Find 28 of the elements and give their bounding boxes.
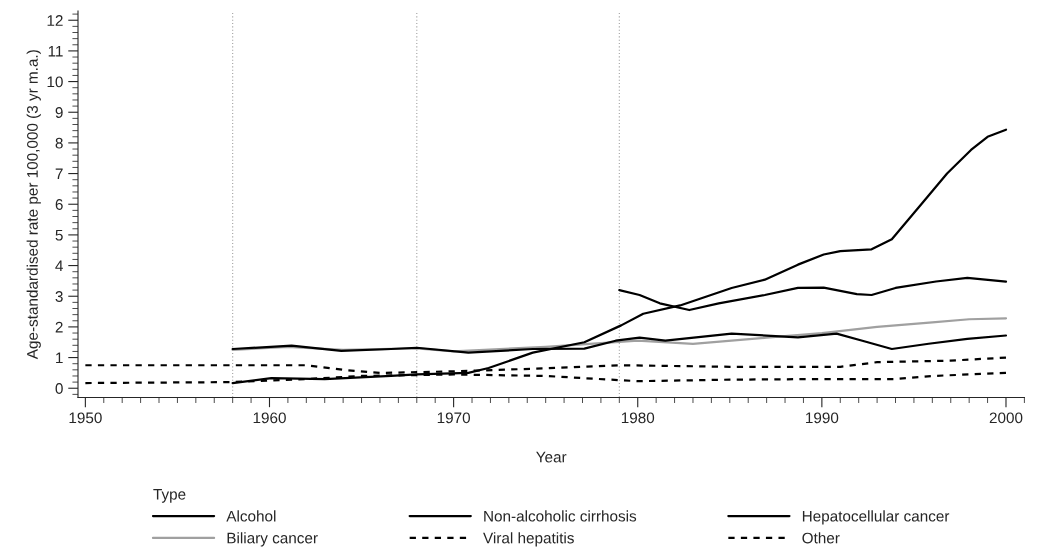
legend-label: Alcohol xyxy=(226,510,276,522)
y-tick-label: 6 xyxy=(55,199,63,210)
y-tick-label: 7 xyxy=(55,168,63,180)
x-tick-label: 1990 xyxy=(806,412,839,424)
y-tick-label: 3 xyxy=(55,291,63,302)
x-tick-label: 1950 xyxy=(69,412,102,424)
y-axis-title: Age-standardised rate per 100,000 (3 yr m.a.) xyxy=(26,50,41,360)
y-tick-label: 0 xyxy=(55,383,63,394)
legend-label: Hepatocellular cancer xyxy=(802,510,950,525)
x-tick-label: 1980 xyxy=(621,412,655,424)
x-tick-label: 1970 xyxy=(437,412,471,424)
legend-label: Biliary cancer xyxy=(227,532,318,547)
y-tick-label: 12 xyxy=(47,15,63,26)
legend-label: Other xyxy=(802,532,840,544)
x-tick-label: 2000 xyxy=(989,412,1023,424)
y-tick-label: 11 xyxy=(48,45,63,57)
x-axis-title: Year xyxy=(536,451,567,463)
y-tick-label: 4 xyxy=(55,260,63,272)
y-tick-label: 1 xyxy=(56,352,63,364)
x-tick-label: 1960 xyxy=(253,412,286,424)
y-tick-label: 10 xyxy=(47,76,63,88)
y-tick-label: 9 xyxy=(55,107,63,118)
y-tick-label: 8 xyxy=(55,137,63,149)
y-tick-label: 2 xyxy=(55,321,63,333)
legend-title: Type xyxy=(153,489,186,503)
y-tick-label: 5 xyxy=(55,229,63,241)
legend-label: Viral hepatitis xyxy=(483,532,574,547)
legend-label: Non-alcoholic cirrhosis xyxy=(484,510,637,522)
